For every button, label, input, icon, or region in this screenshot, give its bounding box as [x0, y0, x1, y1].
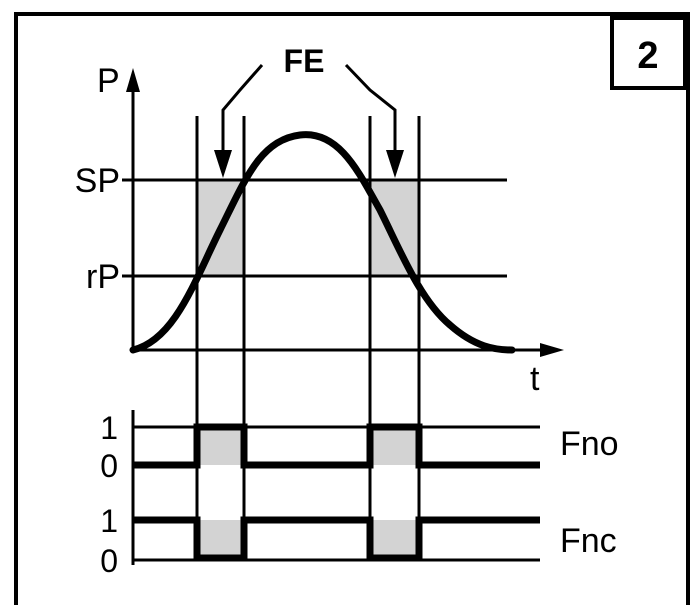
fnc-signal [133, 516, 540, 562]
figure-frame [14, 12, 690, 605]
fno-high-label: 1 [100, 410, 118, 446]
fnc-pulse-shade-2 [370, 520, 419, 558]
fe-arrow-right [386, 150, 404, 178]
pressure-curve [129, 131, 516, 354]
sp-label: SP [75, 162, 120, 200]
fno-low-label: 0 [100, 448, 118, 484]
fno-pulse-shade-2 [370, 427, 419, 465]
fe-arrow-left [214, 150, 232, 178]
t-axis-label: t [530, 360, 540, 398]
fe-label: FE [284, 43, 325, 79]
fnc-low-label: 0 [100, 543, 118, 579]
p-axis-arrow [126, 68, 140, 92]
figure-number-box [610, 16, 687, 90]
rp-label: rP [86, 258, 120, 296]
p-axis-label: P [97, 62, 120, 100]
fno-pulse-shade-1 [197, 427, 244, 465]
figure-number: 2 [637, 35, 658, 77]
fnc-pulse-shade-1 [197, 520, 244, 558]
fnc-high-label: 1 [100, 503, 118, 539]
t-axis-arrow [540, 343, 564, 357]
fe-callout-left [221, 64, 264, 155]
fe-shade-falling [370, 180, 419, 276]
fnc-label: Fnc [560, 522, 617, 560]
fno-signal [133, 423, 540, 469]
fno-label: Fno [560, 425, 619, 463]
fe-callout-right [344, 63, 397, 155]
